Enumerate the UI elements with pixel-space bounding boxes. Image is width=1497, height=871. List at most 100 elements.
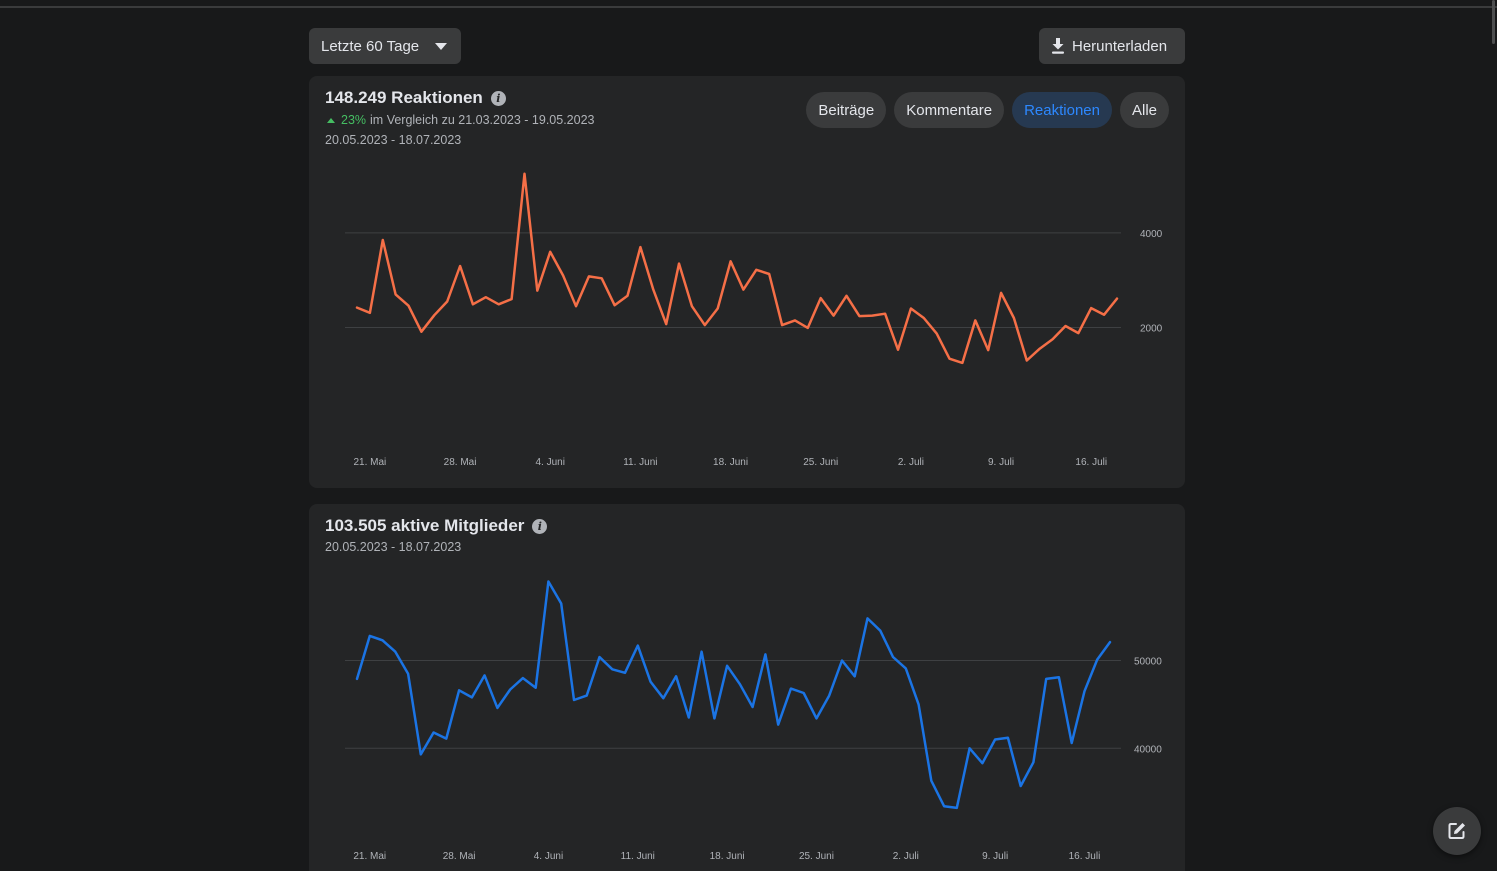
- data-point[interactable]: [611, 301, 619, 309]
- data-point[interactable]: [557, 599, 565, 607]
- data-point[interactable]: [520, 170, 528, 178]
- data-point[interactable]: [595, 653, 603, 661]
- data-point[interactable]: [749, 703, 757, 711]
- download-button[interactable]: Herunterladen: [1039, 28, 1185, 64]
- data-point[interactable]: [1093, 656, 1101, 664]
- data-point[interactable]: [889, 653, 897, 661]
- page-scrollbar[interactable]: [1492, 0, 1495, 44]
- data-point[interactable]: [598, 274, 606, 282]
- data-point[interactable]: [1068, 739, 1076, 747]
- data-point[interactable]: [698, 648, 706, 656]
- data-point[interactable]: [991, 735, 999, 743]
- data-point[interactable]: [366, 309, 374, 317]
- data-point[interactable]: [443, 297, 451, 305]
- data-point[interactable]: [864, 614, 872, 622]
- data-point[interactable]: [958, 359, 966, 367]
- data-point[interactable]: [353, 304, 361, 312]
- data-point[interactable]: [1049, 335, 1057, 343]
- data-point[interactable]: [1042, 675, 1050, 683]
- data-point[interactable]: [417, 750, 425, 758]
- data-point[interactable]: [508, 295, 516, 303]
- data-point[interactable]: [727, 257, 735, 265]
- data-point[interactable]: [647, 678, 655, 686]
- data-point[interactable]: [825, 692, 833, 700]
- data-point[interactable]: [915, 700, 923, 708]
- data-point[interactable]: [800, 689, 808, 697]
- data-point[interactable]: [482, 293, 490, 301]
- compose-button[interactable]: [1433, 807, 1481, 855]
- data-point[interactable]: [493, 704, 501, 712]
- data-point[interactable]: [902, 664, 910, 672]
- data-point[interactable]: [881, 310, 889, 318]
- data-point[interactable]: [546, 248, 554, 256]
- data-point[interactable]: [736, 680, 744, 688]
- data-point[interactable]: [1061, 322, 1069, 330]
- filter-posts-button[interactable]: Beiträge: [806, 92, 887, 128]
- data-point[interactable]: [868, 312, 876, 320]
- data-point[interactable]: [688, 302, 696, 310]
- data-point[interactable]: [533, 287, 541, 295]
- data-point[interactable]: [621, 669, 629, 677]
- data-point[interactable]: [946, 355, 954, 363]
- data-point[interactable]: [468, 693, 476, 701]
- data-point[interactable]: [675, 260, 683, 268]
- data-point[interactable]: [1017, 782, 1025, 790]
- data-point[interactable]: [662, 320, 670, 328]
- data-point[interactable]: [430, 311, 438, 319]
- date-range-dropdown[interactable]: Letzte 60 Tage: [309, 28, 461, 64]
- data-point[interactable]: [1100, 311, 1108, 319]
- data-point[interactable]: [455, 686, 463, 694]
- data-point[interactable]: [714, 305, 722, 313]
- data-point[interactable]: [391, 648, 399, 656]
- data-point[interactable]: [907, 305, 915, 313]
- data-point[interactable]: [659, 694, 667, 702]
- data-point[interactable]: [559, 271, 567, 279]
- data-point[interactable]: [830, 312, 838, 320]
- data-point[interactable]: [851, 672, 859, 680]
- data-point[interactable]: [723, 662, 731, 670]
- data-point[interactable]: [778, 321, 786, 329]
- data-point[interactable]: [649, 286, 657, 294]
- data-point[interactable]: [920, 314, 928, 322]
- data-point[interactable]: [417, 328, 425, 336]
- data-point[interactable]: [1074, 329, 1082, 337]
- data-point[interactable]: [624, 292, 632, 300]
- data-point[interactable]: [894, 346, 902, 354]
- data-point[interactable]: [353, 675, 361, 683]
- data-point[interactable]: [812, 714, 820, 722]
- data-point[interactable]: [1036, 345, 1044, 353]
- data-point[interactable]: [1029, 758, 1037, 766]
- info-icon[interactable]: i: [490, 90, 506, 106]
- data-point[interactable]: [855, 312, 863, 320]
- data-point[interactable]: [636, 243, 644, 251]
- data-point[interactable]: [469, 300, 477, 308]
- data-point[interactable]: [456, 262, 464, 270]
- data-point[interactable]: [519, 674, 527, 682]
- data-point[interactable]: [379, 236, 387, 244]
- data-point[interactable]: [752, 266, 760, 274]
- data-point[interactable]: [532, 684, 540, 692]
- data-point[interactable]: [1055, 673, 1063, 681]
- data-point[interactable]: [933, 330, 941, 338]
- data-point[interactable]: [672, 672, 680, 680]
- data-point[interactable]: [804, 324, 812, 332]
- filter-reactions-button[interactable]: Reaktionen: [1012, 92, 1112, 128]
- data-point[interactable]: [685, 714, 693, 722]
- data-point[interactable]: [1010, 314, 1018, 322]
- data-point[interactable]: [404, 670, 412, 678]
- data-point[interactable]: [739, 286, 747, 294]
- data-point[interactable]: [838, 657, 846, 665]
- data-point[interactable]: [842, 292, 850, 300]
- data-point[interactable]: [1087, 304, 1095, 312]
- filter-all-button[interactable]: Alle: [1119, 92, 1169, 128]
- data-point[interactable]: [984, 346, 992, 354]
- data-point[interactable]: [495, 300, 503, 308]
- data-point[interactable]: [1023, 357, 1031, 365]
- data-point[interactable]: [774, 721, 782, 729]
- data-point[interactable]: [971, 316, 979, 324]
- data-point[interactable]: [940, 802, 948, 810]
- info-icon[interactable]: i: [532, 518, 548, 534]
- data-point[interactable]: [927, 777, 935, 785]
- data-point[interactable]: [710, 714, 718, 722]
- data-point[interactable]: [791, 316, 799, 324]
